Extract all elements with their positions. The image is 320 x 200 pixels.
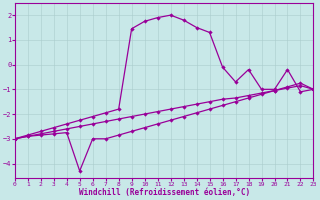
X-axis label: Windchill (Refroidissement éolien,°C): Windchill (Refroidissement éolien,°C) — [78, 188, 250, 197]
